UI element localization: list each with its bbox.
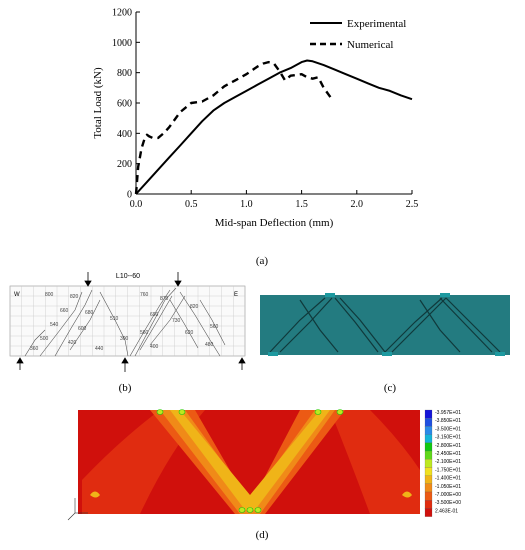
y-tick-label: 800 [117, 68, 132, 79]
caption-d: (d) [256, 529, 269, 541]
svg-text:660: 660 [60, 308, 69, 314]
svg-text:690: 690 [150, 312, 159, 318]
colorbar-label: -2.450E+01 [435, 451, 461, 457]
svg-text:820: 820 [70, 294, 79, 300]
colorbar-label: -3.500E+01 [435, 426, 461, 432]
specimen-label: L10--60 [116, 273, 140, 280]
colorbar-label: 2.463E-01 [435, 508, 458, 514]
axis-triad [67, 498, 88, 521]
y-tick-label: 200 [117, 159, 132, 170]
svg-text:440: 440 [95, 346, 104, 352]
svg-text:540: 540 [50, 322, 59, 328]
y-tick-label: 1000 [112, 38, 132, 49]
contour-bands [82, 410, 420, 514]
beam-grid [9, 285, 246, 357]
colorbar-swatch [424, 418, 433, 427]
x-tick-label: 0.0 [130, 199, 143, 210]
fe-plates [268, 293, 505, 356]
svg-text:680: 680 [85, 310, 94, 316]
colorbar-swatch [424, 459, 433, 468]
colorbar-label: -3.850E+01 [435, 418, 461, 424]
svg-text:510: 510 [110, 316, 119, 322]
colorbar-swatch [424, 475, 433, 484]
colorbar-swatch [424, 409, 433, 419]
crack-annotations: 800 820 660 680 540 600 500 420 360 440 760 87… [30, 292, 219, 352]
crack-lines [24, 287, 226, 357]
fe-crack-pattern [260, 293, 510, 356]
svg-text:820: 820 [190, 304, 199, 310]
colorbar-swatch [424, 483, 433, 493]
y-axis-label: Total Load (kN) [92, 67, 104, 139]
y-tick-label: 400 [117, 129, 132, 140]
series-line-experimental [135, 59, 413, 195]
fe-cracks [269, 297, 501, 353]
svg-text:870: 870 [160, 296, 169, 302]
colorbar-swatch [424, 508, 433, 517]
colorbar-swatch [424, 434, 433, 443]
colorbar-label: -3.500E+00 [435, 500, 461, 506]
caption-c: (c) [384, 382, 397, 394]
colorbar-swatch [424, 426, 433, 435]
caption-b: (b) [119, 382, 132, 394]
y-tick-label: 1200 [112, 8, 132, 19]
legend-label-numerical: Numerical [347, 39, 393, 51]
x-tick-label: 2.0 [351, 199, 364, 210]
series-line-numerical [134, 60, 334, 195]
colorbar-label: -1.400E+01 [435, 476, 461, 482]
crack-pattern-sketch: 800 820 660 680 540 600 500 420 360 440 760 87… [9, 272, 246, 372]
contour-hotspots [156, 409, 344, 513]
load-arrows [84, 272, 182, 287]
svg-text:620: 620 [185, 330, 194, 336]
colorbar-label: -1.750E+01 [435, 467, 461, 473]
colorbar-swatch [424, 467, 433, 476]
colorbar-label: -1.050E+01 [435, 484, 461, 490]
support-arrows [16, 357, 246, 372]
fe-beam [260, 295, 510, 355]
svg-text:600: 600 [78, 326, 87, 332]
colorbar-label: -7.000E+00 [435, 492, 461, 498]
svg-text:800: 800 [45, 292, 54, 298]
svg-text:560: 560 [140, 330, 149, 336]
colorbar-swatch [424, 491, 433, 501]
east-label: E [234, 292, 238, 298]
colorbar-swatch [424, 500, 433, 509]
x-tick-label: 0.5 [185, 199, 198, 210]
colorbar-label: -3.150E+01 [435, 435, 461, 441]
legend-label-experimental: Experimental [347, 18, 406, 30]
y-tick-label: 0 [127, 190, 132, 201]
svg-text:560: 560 [210, 324, 219, 330]
caption-a: (a) [256, 255, 269, 267]
colorbar-label: -2.100E+01 [435, 459, 461, 465]
svg-text:300: 300 [120, 336, 129, 342]
svg-text:760: 760 [140, 292, 149, 298]
svg-text:500: 500 [40, 336, 49, 342]
y-tick-label: 600 [117, 99, 132, 110]
svg-text:420: 420 [68, 340, 77, 346]
x-tick-label: 1.5 [295, 199, 308, 210]
colorbar-swatch [424, 450, 433, 460]
svg-text:400: 400 [150, 344, 159, 350]
west-label: W [14, 292, 20, 298]
legend: Experimental Numerical [310, 18, 406, 51]
colorbar-swatch [424, 442, 433, 452]
x-tick-label: 1.0 [240, 199, 253, 210]
colorbar-label: -2.800E+01 [435, 443, 461, 449]
svg-text:360: 360 [30, 346, 39, 352]
x-axis-label: Mid-span Deflection (mm) [215, 217, 334, 229]
svg-text:480: 480 [205, 342, 214, 348]
colorbar-label: -3.957E+01 [435, 410, 461, 416]
stress-contour: -3.957E+01 -3.850E+01 -3.500E+01 -3.150E+01… [67, 409, 461, 521]
x-tick-label: 2.5 [406, 199, 419, 210]
colorbar: -3.957E+01 -3.850E+01 -3.500E+01 -3.150E+01… [424, 409, 461, 517]
svg-text:730: 730 [172, 318, 181, 324]
